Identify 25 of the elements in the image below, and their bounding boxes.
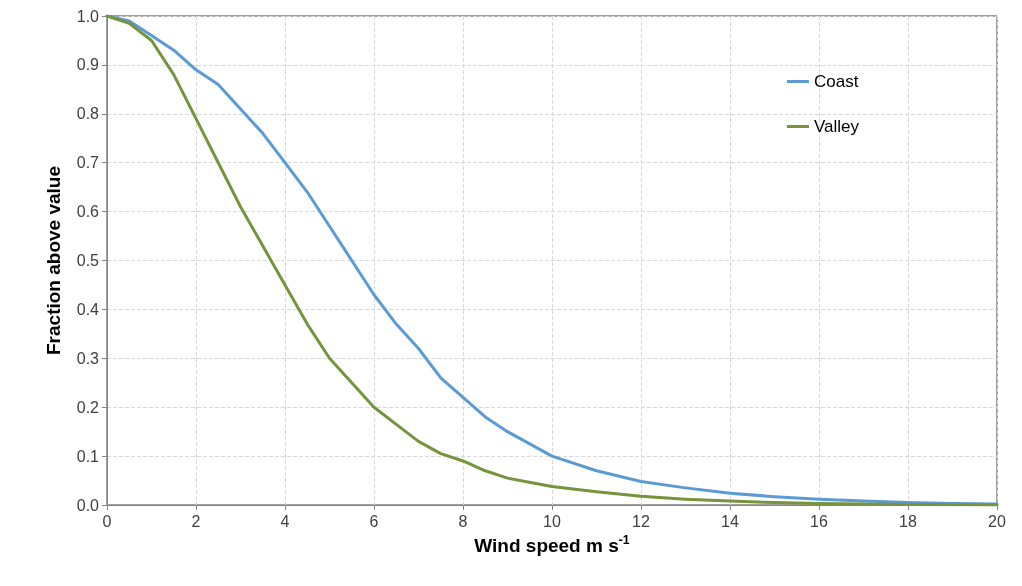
x-tick-label: 8	[458, 512, 468, 530]
y-tick-label: 1.0	[76, 7, 100, 25]
y-tick-label: 0.5	[76, 252, 100, 269]
x-tick-label: 10	[543, 512, 561, 530]
y-tick-label: 0.7	[76, 154, 100, 172]
x-tick-label: 2	[191, 512, 201, 530]
x-tick-label: 0	[102, 512, 112, 530]
legend-label: Valley	[813, 117, 860, 136]
legend-label: Coast	[813, 72, 859, 91]
y-tick-label: 0.9	[76, 56, 100, 74]
x-tick-label: 16	[810, 512, 828, 530]
y-tick-label: 0.6	[76, 203, 100, 221]
y-tick-label: 0.4	[76, 300, 100, 318]
y-tick-label: 0.8	[76, 105, 100, 123]
x-tick-label: 12	[632, 512, 650, 530]
x-tick-label: 14	[721, 512, 739, 530]
x-tick-label: 20	[988, 512, 1006, 530]
y-tick-label: 0.2	[76, 398, 100, 416]
x-tick-label: 18	[899, 512, 917, 530]
y-tick-label: 0.0	[76, 496, 100, 514]
y-axis-title: Fraction above value	[43, 165, 64, 356]
x-tick-label: 4	[280, 512, 290, 530]
y-tick-label: 0.3	[76, 349, 100, 367]
x-tick-label: 6	[369, 512, 379, 530]
y-tick-label: 0.1	[76, 447, 100, 465]
